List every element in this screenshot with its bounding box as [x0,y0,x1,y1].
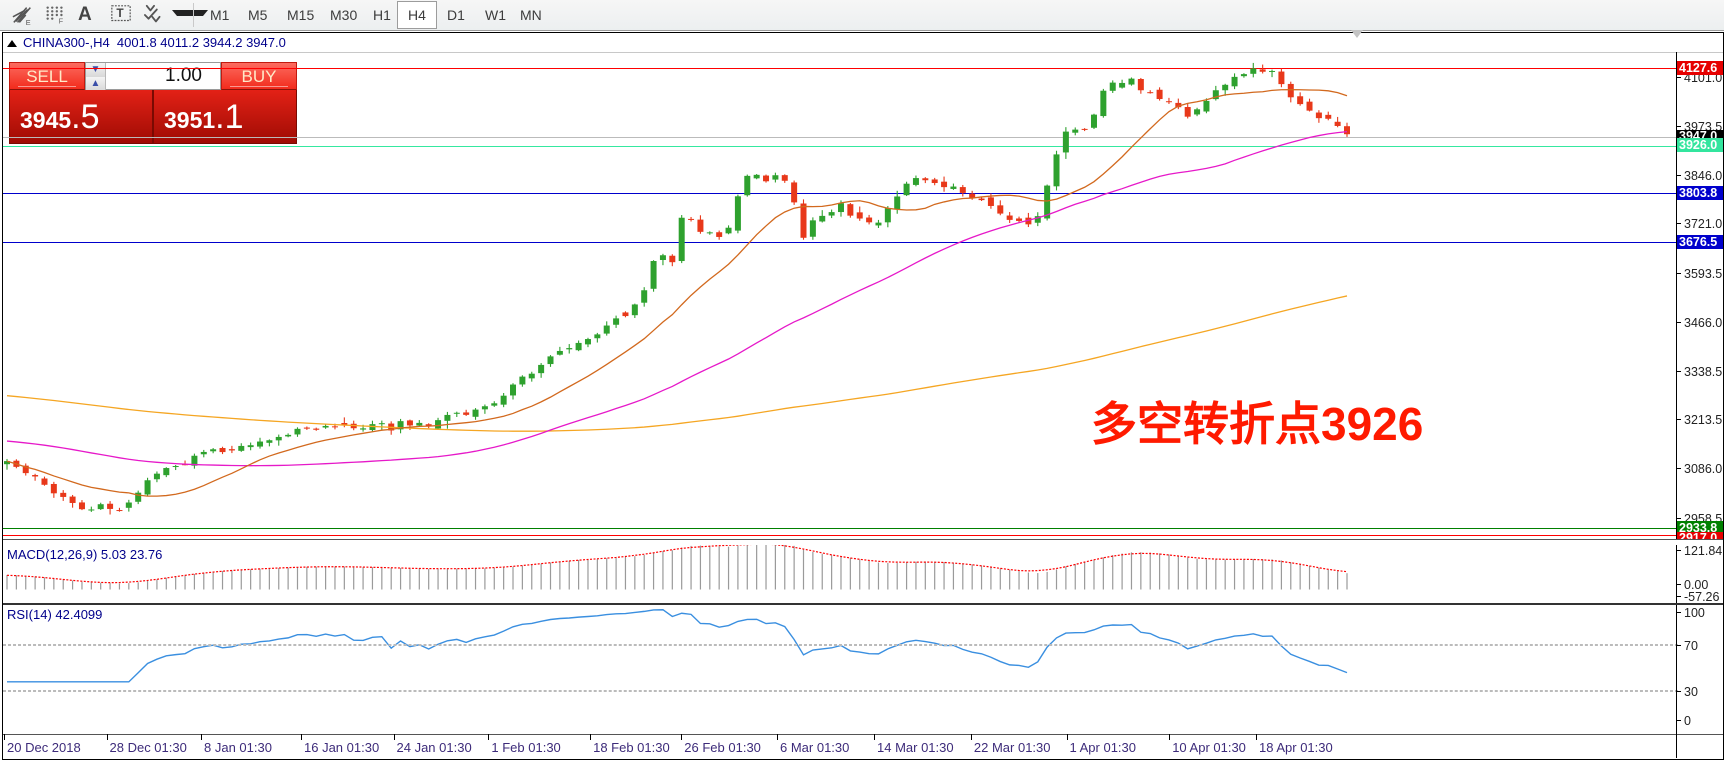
svg-text:T: T [116,6,124,20]
svg-text:E: E [26,18,31,26]
svg-text:F: F [59,16,64,25]
